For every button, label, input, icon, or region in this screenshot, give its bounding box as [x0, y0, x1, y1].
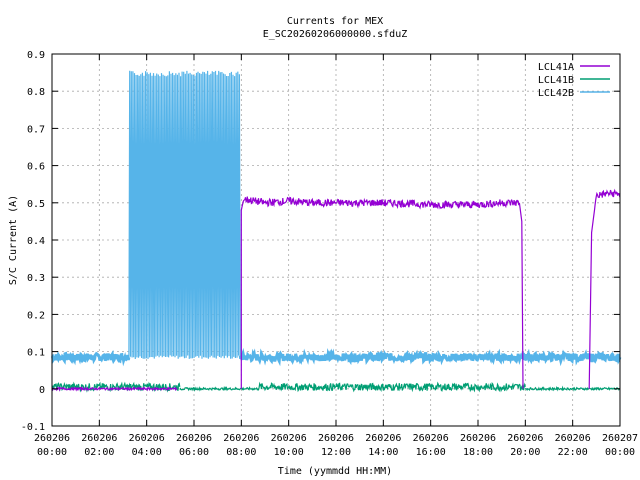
y-tick-label: 0	[39, 385, 45, 396]
x-tick-label-time: 10:00	[274, 447, 304, 458]
chart-subtitle: E_SC20260206000000.sfduZ	[263, 29, 408, 40]
x-tick-label-date: 260206	[413, 433, 449, 444]
x-tick-label-date: 260206	[176, 433, 212, 444]
legend-label: LCL42B	[538, 88, 574, 99]
x-tick-label-time: 18:00	[463, 447, 493, 458]
x-tick-label-date: 260206	[223, 433, 259, 444]
x-tick-label-time: 22:00	[558, 447, 588, 458]
legend-label: LCL41B	[538, 75, 574, 86]
series-line-lcl41b	[524, 385, 621, 392]
series-line-lcl41a	[588, 188, 621, 389]
y-tick-label: -0.1	[21, 422, 45, 433]
y-axis-label: S/C Current (A)	[8, 195, 19, 285]
x-tick-label-time: 06:00	[179, 447, 209, 458]
series-line-lcl41b	[179, 385, 259, 392]
x-tick-label-date: 260206	[34, 433, 70, 444]
y-tick-label: 0.8	[27, 87, 45, 98]
plot-series	[50, 70, 622, 393]
x-tick-label-time: 12:00	[321, 447, 351, 458]
y-tick-label: 0.3	[27, 273, 45, 284]
x-tick-label-time: 02:00	[84, 447, 114, 458]
series-line-lcl42b	[238, 347, 622, 367]
x-tick-label-time: 16:00	[416, 447, 446, 458]
chart-title: Currents for MEX	[287, 16, 383, 27]
x-tick-label-date: 260206	[271, 433, 307, 444]
y-tick-label: 0.9	[27, 50, 45, 61]
x-tick-label-date: 260206	[507, 433, 543, 444]
x-tick-label-date: 260206	[129, 433, 165, 444]
legend-label: LCL41A	[538, 62, 574, 73]
x-tick-label-date: 260207	[602, 433, 638, 444]
x-axis-label: Time (yymmdd HH:MM)	[278, 466, 392, 477]
y-tick-label: 0.7	[27, 124, 45, 135]
x-tick-label-time: 00:00	[605, 447, 635, 458]
y-tick-label: 0.2	[27, 310, 45, 321]
y-tick-label: 0.5	[27, 199, 45, 210]
x-tick-label-date: 260206	[460, 433, 496, 444]
x-tick-label-date: 260206	[555, 433, 591, 444]
series-line-lcl41a	[51, 386, 178, 392]
series-line-lcl41a	[240, 196, 524, 389]
x-tick-label-time: 00:00	[37, 447, 67, 458]
y-tick-label: 0.6	[27, 162, 45, 173]
y-tick-label: 0.4	[27, 236, 45, 247]
legend: LCL41A LCL41B LCL42B	[538, 62, 610, 99]
x-tick-label-time: 14:00	[368, 447, 398, 458]
y-tick-label: 0.1	[27, 348, 45, 359]
series-line-lcl42b	[50, 349, 131, 367]
series-line-lcl42b	[128, 70, 241, 360]
x-tick-label-time: 04:00	[132, 447, 162, 458]
x-tick-label-date: 260206	[365, 433, 401, 444]
axis-ticks: -0.1 0 0.1 0.2 0.3 0.4 0.5 0.6 0.7 0.8 0.9 260206 00…	[21, 50, 638, 458]
x-tick-label-time: 20:00	[510, 447, 540, 458]
x-tick-label-time: 08:00	[226, 447, 256, 458]
series-line-lcl41b	[257, 381, 526, 393]
x-tick-label-date: 260206	[318, 433, 354, 444]
x-tick-label-date: 260206	[81, 433, 117, 444]
